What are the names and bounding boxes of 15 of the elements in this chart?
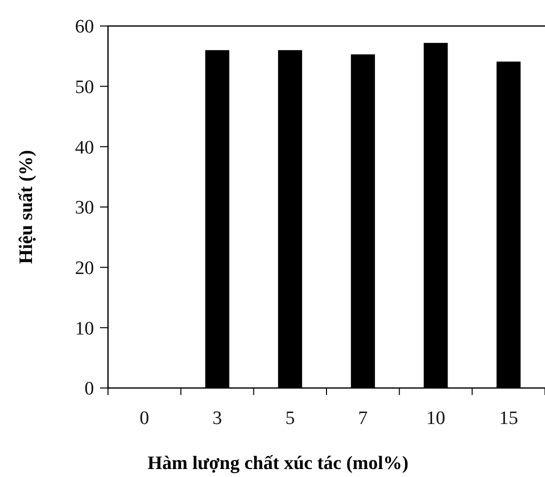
y-tick-label: 10 bbox=[75, 318, 94, 340]
x-tick-label: 15 bbox=[499, 408, 518, 429]
x-axis-title: Hàm lượng chất xúc tác (mol%) bbox=[148, 453, 408, 474]
x-tick-label: 10 bbox=[426, 408, 446, 429]
x-tick-label: 7 bbox=[358, 408, 368, 429]
y-axis-title: Hiệu suất (%) bbox=[16, 150, 37, 264]
x-tick-label: 5 bbox=[285, 408, 295, 429]
y-tick-label: 50 bbox=[75, 76, 94, 98]
y-tick-label: 20 bbox=[75, 258, 94, 279]
y-tick-label: 0 bbox=[84, 378, 94, 400]
y-tick-label: 40 bbox=[75, 137, 94, 158]
x-tick-label: 0 bbox=[140, 408, 150, 429]
y-tick-label: 60 bbox=[75, 16, 94, 38]
x-tick-label: 3 bbox=[212, 408, 222, 429]
y-tick-label: 30 bbox=[75, 198, 94, 219]
